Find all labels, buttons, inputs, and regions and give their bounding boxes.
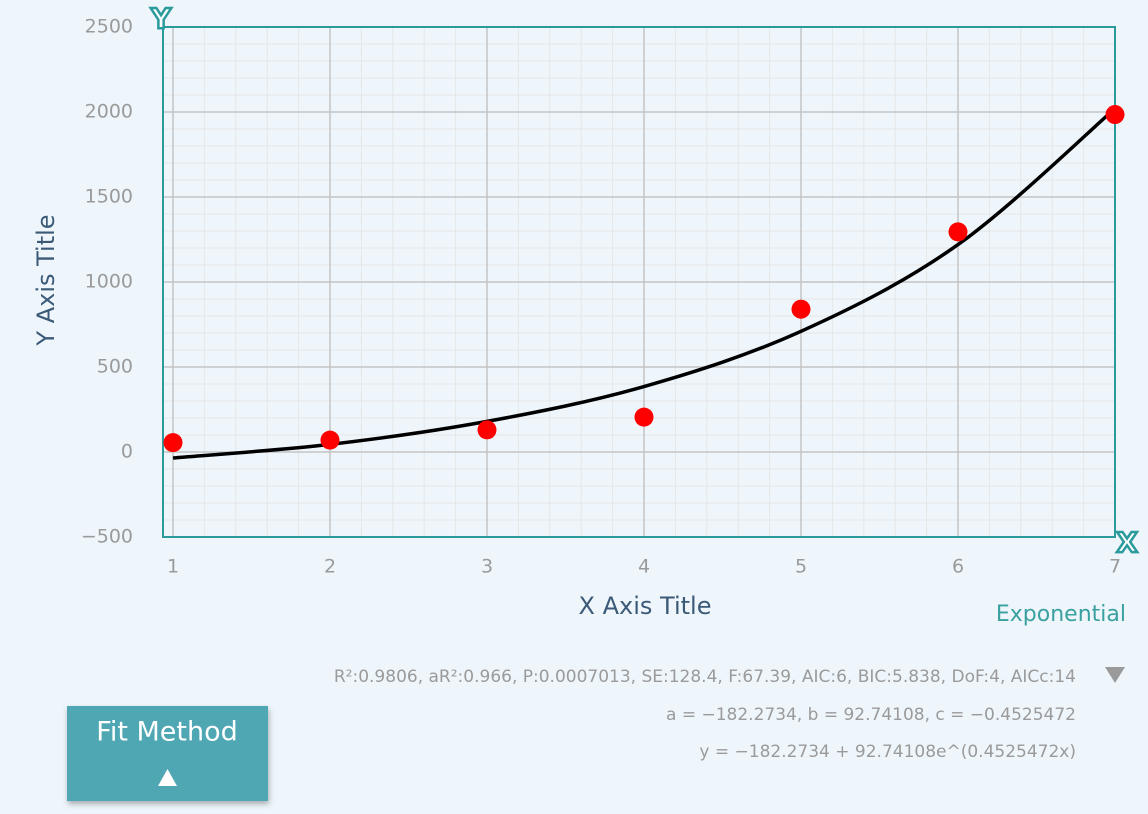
data-point <box>634 407 654 427</box>
fit-parameters: a = −182.2734, b = 92.74108, c = −0.4525… <box>666 705 1076 725</box>
fit-name: Exponential <box>996 602 1126 627</box>
fit-method-button[interactable]: Fit Method <box>67 706 268 801</box>
data-point <box>477 420 497 440</box>
fit-equation: y = −182.2734 + 92.74108e^(0.4525472x) <box>699 742 1076 762</box>
y-tick-label: 2500 <box>85 16 133 38</box>
data-point <box>791 299 811 319</box>
y-tick-label: 1500 <box>85 186 133 208</box>
y-axis-badge[interactable]: Y <box>149 1 174 37</box>
grid: 1 2 3 4 5 6 7 −500 0 500 1000 1500 2000 2500 <box>81 16 1121 578</box>
marks <box>163 105 1125 460</box>
x-tick-label: 4 <box>638 556 650 578</box>
y-axis-title: Y Axis Title <box>32 214 60 346</box>
x-tick-label: 3 <box>481 556 493 578</box>
x-axis-badge[interactable]: X <box>1115 525 1140 561</box>
button-label[interactable]: Fit Method <box>96 717 238 748</box>
data-point <box>320 430 340 450</box>
fit-stats: R²:0.9806, aR²:0.966, P:0.0007013, SE:12… <box>334 667 1076 687</box>
x-tick-label: 7 <box>1109 556 1121 578</box>
data-point <box>1105 105 1125 125</box>
data-point <box>948 222 968 242</box>
data-point <box>163 433 183 453</box>
y-tick-label: 0 <box>121 441 133 463</box>
x-axis-title: X Axis Title <box>579 592 712 620</box>
y-tick-label: 500 <box>97 356 133 378</box>
x-tick-label: 6 <box>952 556 964 578</box>
button-arrow[interactable] <box>158 769 177 786</box>
stats-toggle[interactable] <box>1105 667 1125 683</box>
y-tick-label: 1000 <box>85 271 133 293</box>
y-tick-label: 2000 <box>85 101 133 123</box>
x-tick-label: 1 <box>167 556 179 578</box>
x-tick-label: 5 <box>795 556 807 578</box>
y-tick-label: −500 <box>81 526 133 548</box>
x-tick-label: 2 <box>324 556 336 578</box>
plot-frame <box>162 26 1116 538</box>
